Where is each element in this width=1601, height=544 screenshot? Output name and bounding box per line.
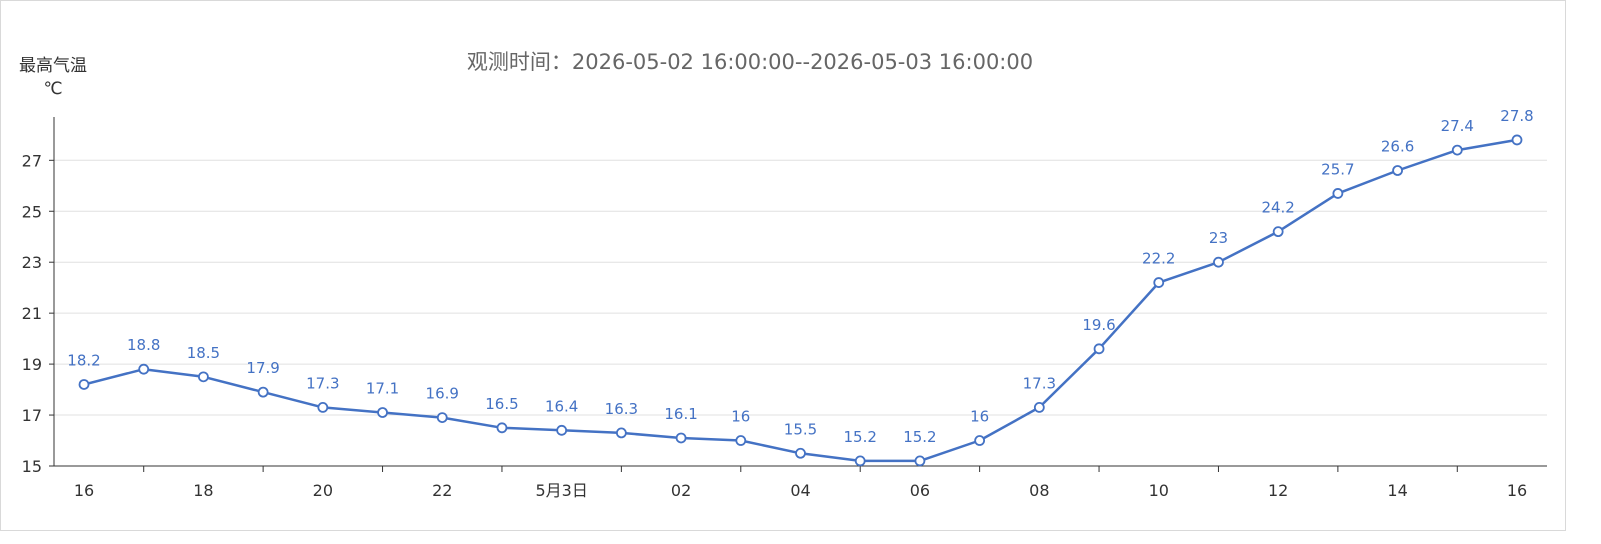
- data-point: [556, 424, 568, 436]
- data-label: 16: [731, 408, 750, 426]
- data-point: [854, 455, 866, 467]
- data-label: 24.2: [1261, 199, 1294, 217]
- x-tick-label: 20: [313, 481, 333, 500]
- data-point: [914, 455, 926, 467]
- data-label: 16.1: [664, 405, 697, 423]
- data-label: 16.4: [545, 397, 578, 415]
- data-label: 23: [1209, 229, 1228, 247]
- chart-frame: 观测时间：2026-05-02 16:00:00--2026-05-03 16:…: [0, 0, 1566, 531]
- axes: 15 17 19 21 23 25 27 16 18 20 22 5月3日 02 04 06 08 10 12 14…: [22, 117, 1547, 500]
- x-tick-label: 18: [193, 481, 213, 500]
- x-tick-label: 12: [1268, 481, 1288, 500]
- data-point: [1392, 165, 1403, 176]
- y-axis-label: 最高气温: [19, 56, 87, 76]
- data-point: [317, 402, 329, 413]
- data-point: [1451, 144, 1463, 156]
- series-line: [83, 138, 1518, 463]
- data-label: 27.4: [1441, 117, 1474, 135]
- x-tick-label: 5月3日: [535, 481, 587, 500]
- data-point: [1213, 256, 1224, 268]
- data-label: 16.3: [605, 400, 638, 418]
- x-tick-label: 22: [432, 481, 452, 500]
- line-chart: 观测时间：2026-05-02 16:00:00--2026-05-03 16:…: [19, 50, 1547, 500]
- y-tick-label: 19: [22, 355, 42, 374]
- grid-lines: [54, 159, 1547, 416]
- data-point: [496, 422, 508, 434]
- data-point: [1511, 134, 1523, 146]
- y-tick-label: 21: [22, 304, 42, 323]
- y-axis-unit: ℃: [43, 79, 62, 99]
- data-label: 18.5: [187, 344, 220, 362]
- data-point: [735, 435, 747, 446]
- data-point: [257, 386, 269, 398]
- data-label: 27.8: [1500, 107, 1533, 125]
- x-tick-label: 08: [1029, 481, 1049, 500]
- x-tick-label: 16: [1507, 481, 1527, 500]
- data-point: [1153, 277, 1165, 288]
- x-tick-label: 10: [1149, 481, 1169, 500]
- data-label: 18.2: [67, 351, 100, 369]
- y-tick-label: 17: [22, 406, 42, 425]
- data-label: 17.3: [306, 374, 339, 392]
- data-point: [974, 435, 986, 446]
- chart-title: 观测时间：2026-05-02 16:00:00--2026-05-03 16:…: [467, 50, 1033, 74]
- y-tick-label: 25: [22, 202, 42, 221]
- data-label: 15.2: [844, 428, 877, 446]
- data-label: 15.2: [903, 428, 936, 446]
- data-label: 25.7: [1321, 160, 1354, 178]
- data-point: [78, 379, 90, 390]
- data-label: 18.8: [127, 336, 160, 354]
- y-tick-label: 27: [22, 151, 42, 170]
- data-label: 16.9: [426, 385, 459, 403]
- data-label: 17.1: [366, 380, 399, 398]
- data-label: 16.5: [485, 395, 518, 413]
- data-label: 19.6: [1082, 316, 1115, 334]
- data-point: [377, 407, 388, 418]
- series-max-temperature: 18.2 18.8 18.5 17.9 17.3 17.1 16.9 16.5 16.4 16.3…: [67, 107, 1534, 467]
- x-tick-label: 16: [74, 481, 94, 500]
- data-point: [436, 412, 448, 423]
- data-point: [615, 427, 627, 439]
- x-tick-label: 14: [1387, 481, 1407, 500]
- data-label: 26.6: [1381, 137, 1414, 155]
- x-tick-label: 06: [910, 481, 930, 500]
- data-label: 16: [970, 408, 989, 426]
- data-point: [1332, 188, 1344, 199]
- data-point: [1272, 226, 1284, 238]
- x-tick-label: 02: [671, 481, 691, 500]
- data-point: [138, 363, 150, 375]
- data-label: 15.5: [784, 420, 817, 438]
- data-point: [1093, 343, 1105, 355]
- y-tick-label: 15: [22, 457, 42, 476]
- x-tick-label: 04: [790, 481, 810, 500]
- data-label: 17.9: [246, 359, 279, 377]
- data-point: [795, 447, 806, 459]
- data-label: 17.3: [1023, 374, 1056, 392]
- data-point: [675, 432, 687, 444]
- data-label: 22.2: [1142, 250, 1175, 268]
- data-point: [198, 371, 209, 383]
- y-tick-label: 23: [22, 253, 42, 272]
- data-point: [1033, 402, 1045, 413]
